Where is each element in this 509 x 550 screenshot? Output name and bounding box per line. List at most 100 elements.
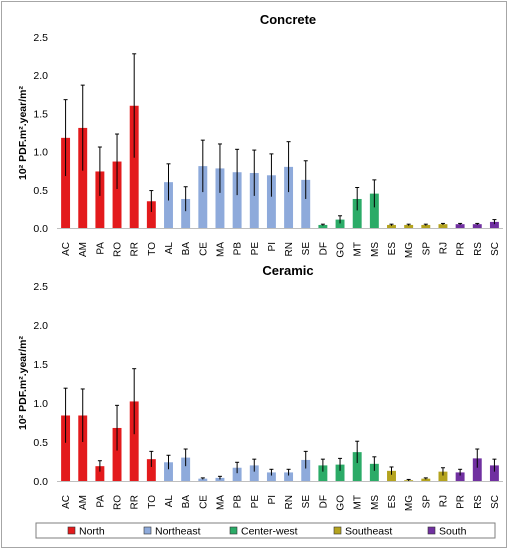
x-tick-label: CE bbox=[198, 495, 209, 509]
bar bbox=[404, 224, 414, 228]
bar bbox=[95, 466, 105, 481]
bar bbox=[472, 458, 482, 481]
bar bbox=[181, 457, 191, 481]
y-axis-label: 10² PDF.m².year/m² bbox=[17, 336, 29, 430]
x-tick-label: RR bbox=[130, 242, 141, 256]
x-tick-label: SC bbox=[490, 242, 501, 256]
bar bbox=[335, 219, 345, 228]
bar bbox=[78, 415, 88, 481]
x-tick-label: SP bbox=[421, 242, 432, 256]
x-tick-label: RR bbox=[130, 495, 141, 509]
x-tick-label: RJ bbox=[438, 242, 449, 254]
x-tick-label: AL bbox=[164, 242, 175, 255]
bar bbox=[352, 198, 362, 228]
bar bbox=[455, 224, 465, 228]
x-tick-label: PI bbox=[267, 495, 278, 504]
bar bbox=[284, 472, 294, 481]
x-tick-label: MA bbox=[215, 242, 226, 257]
x-tick-label: SC bbox=[490, 495, 501, 509]
bar bbox=[455, 472, 465, 481]
bar bbox=[369, 193, 379, 228]
bar bbox=[78, 127, 88, 228]
bar bbox=[112, 427, 122, 481]
y-tick-label: 0.0 bbox=[33, 476, 48, 488]
x-tick-label: BA bbox=[181, 495, 192, 509]
bar bbox=[164, 462, 173, 481]
x-tick-label: RN bbox=[284, 495, 295, 509]
x-tick-label: SE bbox=[301, 495, 312, 509]
legend-swatch bbox=[67, 526, 76, 535]
bar bbox=[249, 465, 259, 481]
bar bbox=[215, 168, 225, 228]
bar bbox=[198, 478, 208, 481]
y-tick-label: 1.0 bbox=[33, 147, 48, 159]
x-tick-label: MG bbox=[404, 242, 415, 258]
chart-panel-concrete: Concrete 10² PDF.m².year/m² 0.0 0.5 1.0 1.5 2.… bbox=[17, 12, 503, 258]
y-tick-label: 2.0 bbox=[33, 320, 48, 332]
bar bbox=[489, 221, 499, 228]
bar bbox=[387, 224, 396, 228]
legend-label: North bbox=[79, 526, 105, 538]
x-tick-label: CE bbox=[198, 242, 209, 256]
x-tick-label: MS bbox=[370, 242, 381, 257]
bar bbox=[284, 166, 294, 228]
x-tick-label: TO bbox=[147, 242, 158, 256]
legend-swatch bbox=[333, 526, 342, 535]
x-tick-label: MS bbox=[370, 495, 381, 510]
bar bbox=[489, 465, 499, 481]
x-tick-label: RO bbox=[113, 495, 124, 510]
x-tick-label: PB bbox=[233, 242, 244, 256]
bar bbox=[472, 224, 482, 228]
chart-title: Ceramic bbox=[262, 263, 313, 278]
x-tick-label: TO bbox=[147, 495, 158, 509]
bar bbox=[146, 201, 156, 228]
bar bbox=[232, 172, 242, 228]
x-tick-label: MT bbox=[353, 242, 364, 256]
bar bbox=[301, 179, 311, 228]
bar bbox=[266, 472, 276, 481]
x-tick-label: RS bbox=[473, 495, 484, 509]
x-tick-label: PB bbox=[233, 495, 244, 509]
legend-swatch bbox=[229, 526, 238, 535]
bar bbox=[318, 224, 328, 228]
x-tick-label: PA bbox=[95, 495, 106, 508]
bar bbox=[352, 452, 362, 481]
x-tick-label: PE bbox=[250, 495, 261, 509]
legend-label: Center-west bbox=[241, 526, 298, 538]
y-tick-label: 0.0 bbox=[33, 223, 48, 235]
legend-swatch bbox=[427, 526, 436, 535]
x-tick-label: SP bbox=[421, 495, 432, 509]
x-tick-label: PE bbox=[250, 242, 261, 256]
x-tick-label: AC bbox=[61, 495, 72, 509]
y-tick-label: 1.5 bbox=[33, 108, 48, 120]
x-tick-label: AC bbox=[61, 242, 72, 256]
bar bbox=[318, 465, 328, 481]
bar bbox=[301, 459, 311, 481]
x-tick-label: PI bbox=[267, 242, 278, 251]
bar bbox=[61, 415, 71, 481]
x-tick-label: ES bbox=[387, 242, 398, 256]
bar bbox=[438, 471, 448, 481]
bar bbox=[95, 171, 105, 228]
bar bbox=[369, 463, 379, 481]
x-tick-label: PA bbox=[95, 242, 106, 255]
x-tick-label: GO bbox=[336, 242, 347, 258]
x-tick-label: SE bbox=[301, 242, 312, 256]
legend-label: South bbox=[439, 526, 467, 538]
bar bbox=[112, 161, 122, 228]
legend-label: Southeast bbox=[345, 526, 392, 538]
bar bbox=[266, 175, 276, 228]
x-tick-label: RN bbox=[284, 242, 295, 256]
chart-title: Concrete bbox=[260, 12, 316, 27]
bar bbox=[146, 459, 156, 481]
bar bbox=[335, 464, 345, 481]
x-tick-label: BA bbox=[181, 242, 192, 256]
bar bbox=[61, 137, 71, 228]
x-tick-label: ES bbox=[387, 495, 398, 509]
bar bbox=[438, 224, 448, 228]
x-tick-label: MA bbox=[215, 495, 226, 510]
bar bbox=[249, 172, 259, 228]
bar bbox=[421, 478, 431, 481]
legend-label: Northeast bbox=[155, 526, 201, 538]
